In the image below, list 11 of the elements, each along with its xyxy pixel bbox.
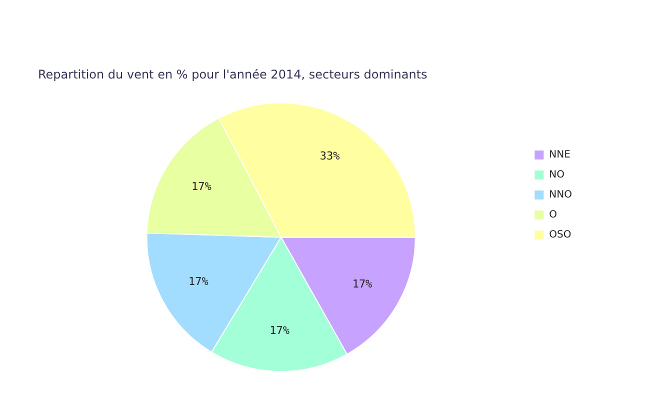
legend-label: OSO <box>549 230 572 241</box>
data-label: 17% <box>191 180 212 194</box>
data-label: 33% <box>320 150 340 163</box>
data-label: 17% <box>270 324 290 338</box>
data-label: 17% <box>352 277 373 290</box>
legend-label: NNE <box>549 150 570 161</box>
legend-label: O <box>549 210 558 221</box>
legend-label: NO <box>549 170 565 181</box>
legend-label: NNO <box>549 190 572 201</box>
chart-title: Repartition du vent en % pour l'année 2014, secteurs dominants <box>38 67 428 82</box>
data-label: 17% <box>188 274 209 288</box>
